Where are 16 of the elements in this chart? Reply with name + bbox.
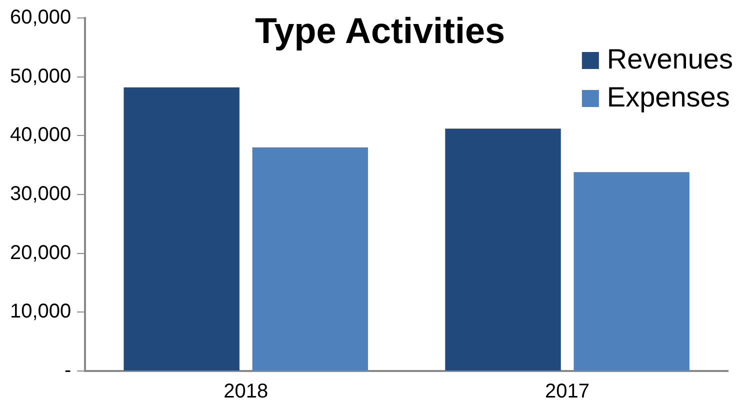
legend-label: Revenues xyxy=(606,44,734,75)
bar xyxy=(252,147,368,370)
y-tick-label: 10,000 xyxy=(10,300,72,323)
y-tick-label: 30,000 xyxy=(10,183,72,206)
y-tick-label: 60,000 xyxy=(10,6,72,29)
bar xyxy=(574,172,690,370)
bar xyxy=(124,87,240,370)
legend-label: Expenses xyxy=(606,82,730,113)
y-tick-label: - xyxy=(64,360,72,382)
y-tick-label: 20,000 xyxy=(10,242,72,264)
y-tick-label: 50,000 xyxy=(10,65,72,88)
y-tick-label: 40,000 xyxy=(10,124,72,146)
bar xyxy=(445,128,561,370)
x-tick-label: 2017 xyxy=(545,380,590,403)
chart-title: Type Activities xyxy=(254,10,506,51)
x-tick-label: 2018 xyxy=(224,380,268,403)
